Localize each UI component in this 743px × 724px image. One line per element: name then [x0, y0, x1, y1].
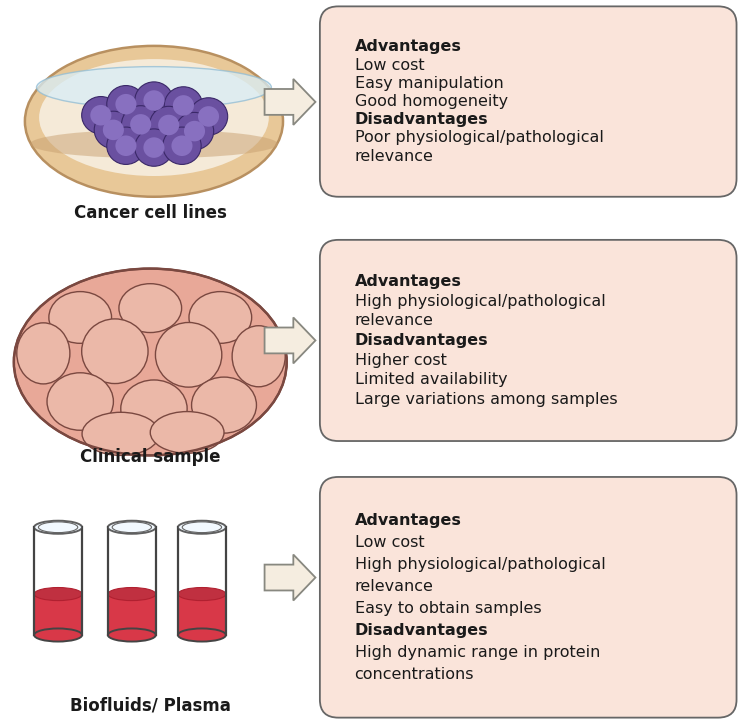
Ellipse shape — [82, 412, 160, 455]
FancyBboxPatch shape — [320, 477, 736, 717]
Bar — [178, 594, 226, 635]
Text: Good homogeneity: Good homogeneity — [354, 94, 507, 109]
Ellipse shape — [184, 121, 205, 141]
Ellipse shape — [103, 119, 124, 140]
Ellipse shape — [107, 85, 145, 123]
Text: Cancer cell lines: Cancer cell lines — [74, 204, 227, 222]
Text: Disadvantages: Disadvantages — [354, 623, 488, 638]
Ellipse shape — [164, 87, 203, 124]
Ellipse shape — [119, 284, 181, 332]
Ellipse shape — [232, 326, 285, 387]
Text: Clinical sample: Clinical sample — [80, 448, 221, 466]
Ellipse shape — [17, 323, 70, 384]
Ellipse shape — [175, 112, 214, 150]
FancyArrow shape — [265, 555, 316, 600]
Text: Advantages: Advantages — [354, 39, 461, 54]
Text: Low cost: Low cost — [354, 534, 424, 550]
Ellipse shape — [82, 96, 120, 134]
Text: High physiological/pathological: High physiological/pathological — [354, 293, 606, 308]
Ellipse shape — [49, 292, 111, 343]
Text: Easy manipulation: Easy manipulation — [354, 76, 503, 90]
Text: concentrations: concentrations — [354, 667, 474, 682]
Ellipse shape — [189, 98, 227, 135]
Bar — [34, 594, 82, 635]
Text: Higher cost: Higher cost — [354, 353, 447, 368]
FancyBboxPatch shape — [320, 240, 736, 441]
Ellipse shape — [34, 587, 82, 601]
Text: Easy to obtain samples: Easy to obtain samples — [354, 601, 541, 616]
Ellipse shape — [115, 135, 137, 156]
Ellipse shape — [47, 373, 114, 430]
Text: Disadvantages: Disadvantages — [354, 112, 488, 127]
Ellipse shape — [163, 127, 201, 164]
Ellipse shape — [189, 292, 252, 343]
Ellipse shape — [172, 135, 192, 156]
Ellipse shape — [134, 82, 173, 119]
Ellipse shape — [107, 127, 145, 164]
Ellipse shape — [173, 95, 194, 116]
Ellipse shape — [134, 129, 173, 167]
Ellipse shape — [94, 111, 132, 148]
Text: Limited availability: Limited availability — [354, 372, 507, 387]
Ellipse shape — [122, 106, 160, 143]
Bar — [108, 594, 156, 635]
Text: High dynamic range in protein: High dynamic range in protein — [354, 645, 600, 660]
Ellipse shape — [143, 90, 164, 111]
Ellipse shape — [108, 521, 156, 534]
FancyBboxPatch shape — [320, 7, 736, 197]
Text: Advantages: Advantages — [354, 513, 461, 528]
Ellipse shape — [34, 628, 82, 641]
Ellipse shape — [149, 106, 188, 143]
Text: Disadvantages: Disadvantages — [354, 333, 488, 348]
Text: Low cost: Low cost — [354, 58, 424, 72]
Text: relevance: relevance — [354, 313, 433, 328]
Ellipse shape — [178, 587, 226, 601]
Ellipse shape — [178, 628, 226, 641]
Ellipse shape — [108, 628, 156, 641]
Ellipse shape — [155, 322, 222, 387]
Text: Biofluids/ Plasma: Biofluids/ Plasma — [70, 696, 231, 714]
Ellipse shape — [143, 138, 164, 158]
Ellipse shape — [14, 269, 287, 455]
Ellipse shape — [30, 130, 278, 159]
FancyArrow shape — [265, 317, 316, 363]
Bar — [178, 527, 226, 635]
Ellipse shape — [91, 105, 111, 125]
Text: Advantages: Advantages — [354, 274, 461, 289]
Text: Poor physiological/pathological: Poor physiological/pathological — [354, 130, 603, 146]
Ellipse shape — [108, 587, 156, 601]
Bar — [108, 527, 156, 635]
Ellipse shape — [82, 319, 148, 384]
Bar — [34, 527, 82, 635]
Ellipse shape — [121, 380, 187, 437]
Ellipse shape — [130, 114, 152, 135]
Text: relevance: relevance — [354, 148, 433, 164]
Ellipse shape — [34, 521, 82, 534]
Ellipse shape — [115, 94, 137, 114]
Text: Large variations among samples: Large variations among samples — [354, 392, 617, 407]
Ellipse shape — [36, 67, 271, 108]
Ellipse shape — [25, 46, 283, 197]
Ellipse shape — [192, 377, 256, 433]
FancyArrow shape — [265, 79, 316, 125]
Ellipse shape — [178, 521, 226, 534]
Ellipse shape — [198, 106, 219, 127]
Ellipse shape — [158, 114, 179, 135]
Ellipse shape — [150, 411, 224, 453]
Text: relevance: relevance — [354, 578, 433, 594]
Ellipse shape — [39, 59, 269, 176]
Text: High physiological/pathological: High physiological/pathological — [354, 557, 606, 572]
